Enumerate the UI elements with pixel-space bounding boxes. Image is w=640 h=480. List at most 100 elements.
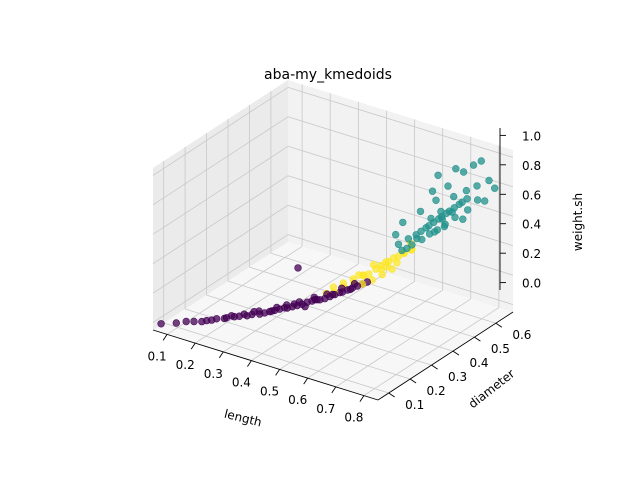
scatter-point [294, 264, 302, 272]
y-tick [409, 378, 417, 384]
scatter-point [425, 222, 433, 230]
z-gridline-back [287, 234, 514, 305]
scatter-point [404, 235, 413, 243]
y-tick [431, 364, 438, 370]
x-tick-label: 0.3 [204, 367, 223, 381]
z-axis-label: weight.sh [571, 193, 585, 251]
z-tick-label: 0.2 [522, 247, 541, 261]
scatter-point [477, 157, 485, 165]
y-gridline-floor [227, 280, 454, 352]
scatter-point [428, 187, 437, 195]
z-tick-label: 0.8 [522, 159, 541, 173]
z-gridline-back [287, 87, 514, 158]
x-tick [247, 360, 252, 367]
z-gridline-side [152, 234, 289, 323]
scatter-point [432, 196, 440, 205]
axes-panes [153, 80, 513, 400]
x-gridline-floor [335, 298, 472, 388]
scatter-point [383, 263, 391, 271]
scatter-point [425, 230, 434, 238]
axes-gridlines [152, 84, 514, 396]
scatter-point [485, 176, 493, 185]
pane-floor [153, 242, 513, 400]
scatter-point [311, 295, 319, 304]
z-tick-label: 1.0 [522, 129, 541, 143]
pane-back [288, 80, 513, 312]
x-tick-label: 0.8 [344, 411, 363, 425]
scatter-point [481, 197, 489, 205]
scatter-point [463, 195, 471, 203]
scatter-point [392, 230, 400, 239]
axes-tick-labels: 0.10.20.30.40.50.60.70.80.10.20.30.40.50… [148, 129, 542, 424]
y-tick-label: 0.2 [427, 384, 446, 398]
x-tick [162, 334, 168, 341]
z-tick-label: 0.6 [522, 188, 541, 202]
x-tick [359, 395, 365, 402]
scatter-point [459, 168, 468, 176]
x-tick-label: 0.6 [288, 393, 307, 407]
y-gridline-floor [163, 322, 389, 394]
y-tick [474, 336, 481, 342]
scatter-point [491, 184, 499, 192]
scatter-point [473, 182, 481, 190]
z-gridline-back [287, 145, 514, 217]
z-gridline-side [152, 116, 289, 206]
x-tick-label: 0.4 [232, 376, 251, 390]
x-gridline-floor [279, 281, 415, 370]
y-tick [495, 322, 503, 328]
z-gridline-side [152, 145, 289, 235]
scatter-point [434, 171, 442, 180]
z-tick-label: 0.0 [522, 277, 541, 291]
scatter-point [393, 259, 401, 267]
scatter-point [370, 260, 378, 269]
z-gridline-back [287, 175, 514, 247]
chart-title: aba-my_kmedoids [264, 67, 392, 83]
z-tick-label: 0.4 [522, 218, 541, 232]
z-gridline-side [152, 204, 289, 294]
scatter-point [172, 319, 181, 327]
scatter-point [399, 218, 407, 227]
x-tick [303, 377, 309, 385]
scatter-point [464, 206, 472, 214]
scatter-point [438, 215, 446, 223]
scatter-point [157, 320, 165, 328]
scatter-point [328, 290, 337, 299]
scatter-point [450, 192, 458, 201]
y-gridline-floor [206, 294, 432, 366]
x-tick [190, 342, 196, 350]
y-tick-label: 0.4 [469, 356, 488, 370]
x-tick-label: 0.1 [148, 349, 167, 363]
x-tick [218, 351, 224, 359]
x-gridline-floor [307, 289, 443, 379]
pane-left [153, 80, 288, 330]
x-tick-label: 0.5 [260, 384, 279, 398]
scatter-point [283, 304, 291, 312]
y-tick [452, 350, 460, 356]
scatter-point [394, 240, 403, 249]
scatter-point [427, 214, 435, 223]
scatter-point [378, 270, 386, 279]
x-axis-label: length [223, 407, 264, 430]
axes-lines [152, 128, 514, 402]
y-tick-label: 0.6 [512, 328, 531, 342]
y-gridline-floor [270, 252, 497, 324]
x-tick [331, 386, 337, 394]
scatter-point [458, 198, 466, 206]
y-axis-label: diameter [466, 367, 518, 412]
scatter-point [220, 314, 229, 323]
scatter-point [408, 241, 416, 249]
scatter-point [444, 182, 452, 190]
scatter-point [473, 196, 482, 204]
scatter-point [416, 207, 425, 216]
scatter-point [338, 288, 347, 296]
scatter-point [452, 165, 460, 173]
y-tick-label: 0.5 [491, 342, 510, 356]
x-axis-line [152, 329, 379, 401]
x-tick-label: 0.7 [316, 402, 335, 416]
z-gridline-back [287, 204, 514, 276]
z-gridline-side [152, 87, 289, 176]
y-tick-label: 0.1 [405, 398, 424, 412]
scatter-point [469, 161, 478, 169]
scatter-points [157, 157, 499, 328]
scatter-point [190, 317, 198, 326]
